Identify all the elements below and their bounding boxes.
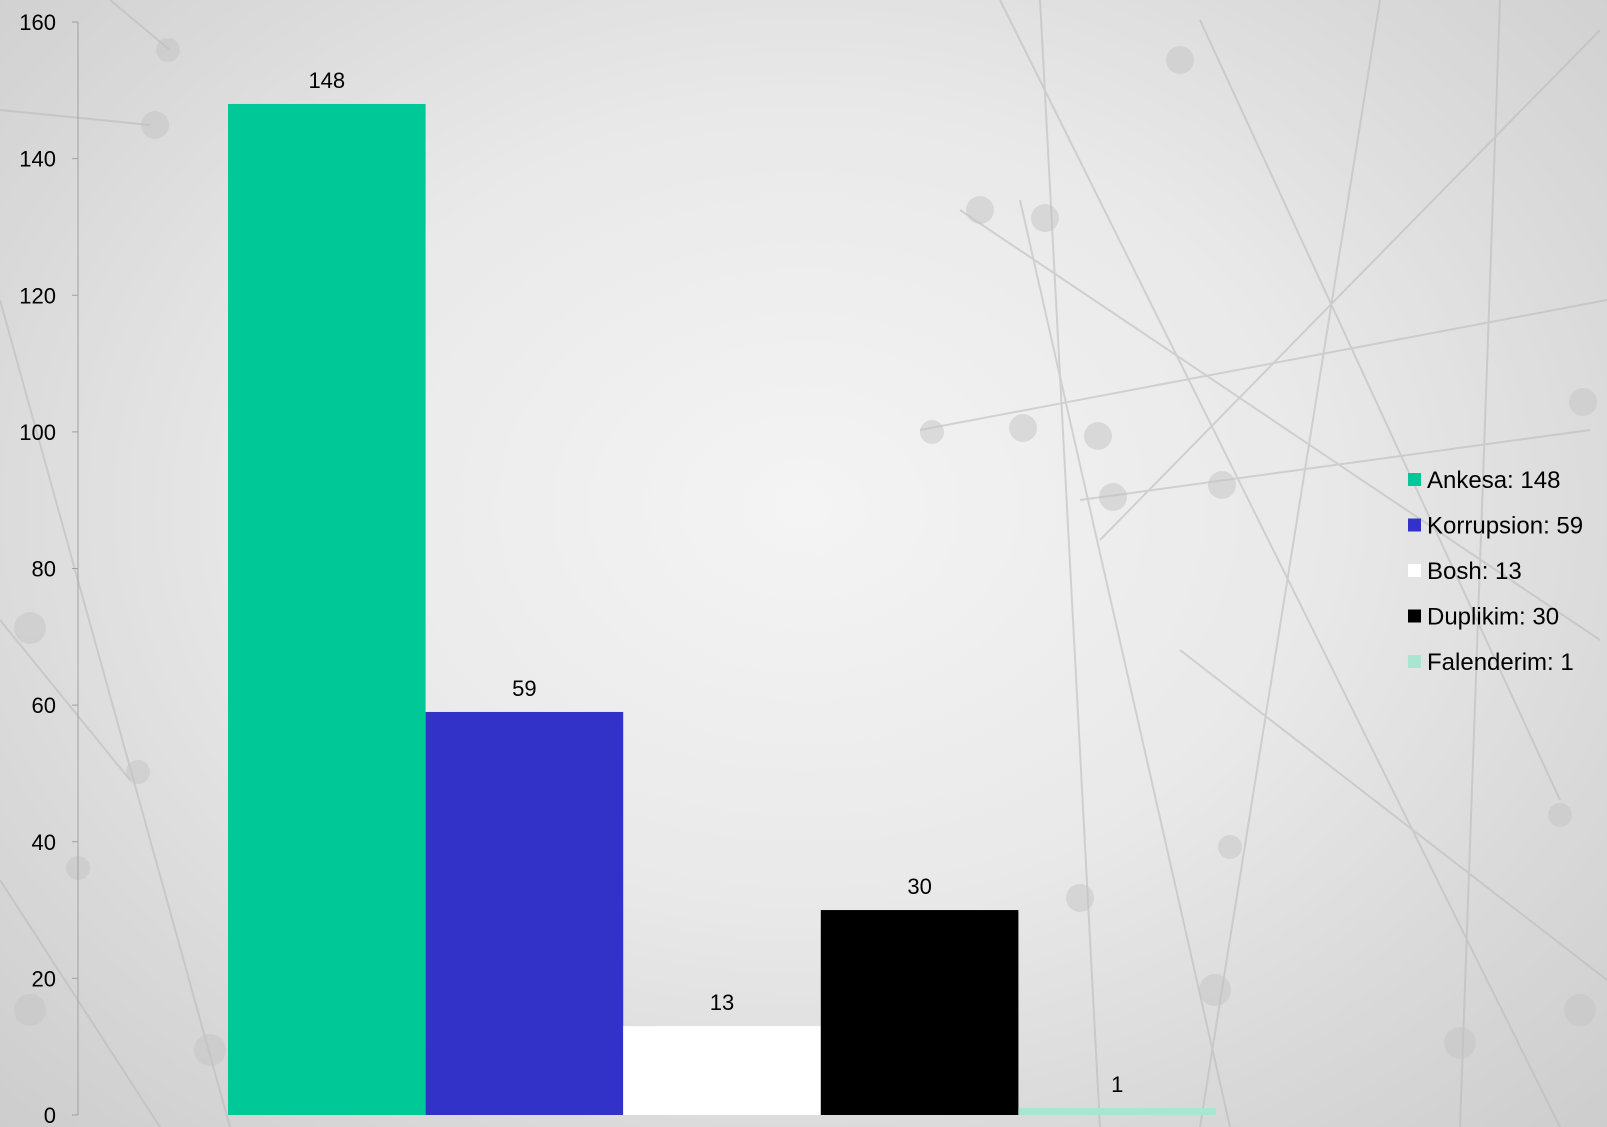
y-tick-label: 140: [19, 147, 56, 172]
bars: [228, 103, 1216, 1116]
legend-swatch-falenderim: [1408, 655, 1421, 668]
y-tick-label: 80: [32, 557, 56, 582]
background-nodes: [14, 38, 1597, 1066]
legend-label-ankesa: Ankesa: 148: [1427, 467, 1560, 494]
bar-duplikim: [820, 910, 1019, 1115]
data-label-korrupsion: 59: [512, 676, 536, 701]
bar-falenderim: [1018, 1108, 1216, 1115]
y-tick-label: 20: [32, 966, 56, 991]
y-tick-label: 0: [44, 1103, 56, 1127]
legend-label-bosh: Bosh: 13: [1427, 558, 1522, 585]
data-labels: 148 59 13 30 1: [308, 68, 1123, 1097]
legend-swatch-bosh: [1408, 564, 1421, 577]
y-tick-label: 100: [19, 420, 56, 445]
legend-label-duplikim: Duplikim: 30: [1427, 604, 1559, 631]
legend-swatch-duplikim: [1408, 609, 1421, 623]
y-tick-label: 60: [32, 693, 56, 718]
bar-bosh: [623, 1026, 821, 1115]
bar-ankesa: [228, 103, 426, 1116]
y-tick-label: 40: [32, 830, 56, 855]
legend-label-korrupsion: Korrupsion: 59: [1427, 513, 1583, 540]
y-axis: 0 20 40 60 80 100 120 140 160: [19, 10, 79, 1127]
data-label-falenderim: 1: [1111, 1072, 1123, 1097]
legend-swatch-ankesa: [1408, 473, 1421, 486]
y-tick-label: 120: [19, 283, 56, 308]
data-label-duplikim: 30: [907, 874, 931, 899]
y-tick-label: 160: [19, 10, 56, 35]
legend-label-falenderim: Falenderim: 1: [1427, 649, 1574, 676]
data-label-bosh: 13: [710, 990, 734, 1015]
data-label-ankesa: 148: [308, 68, 345, 93]
legend: Ankesa: 148 Korrupsion: 59 Bosh: 13 Dupliki…: [1408, 467, 1583, 676]
bar-korrupsion: [425, 711, 624, 1115]
legend-swatch-korrupsion: [1408, 518, 1421, 532]
